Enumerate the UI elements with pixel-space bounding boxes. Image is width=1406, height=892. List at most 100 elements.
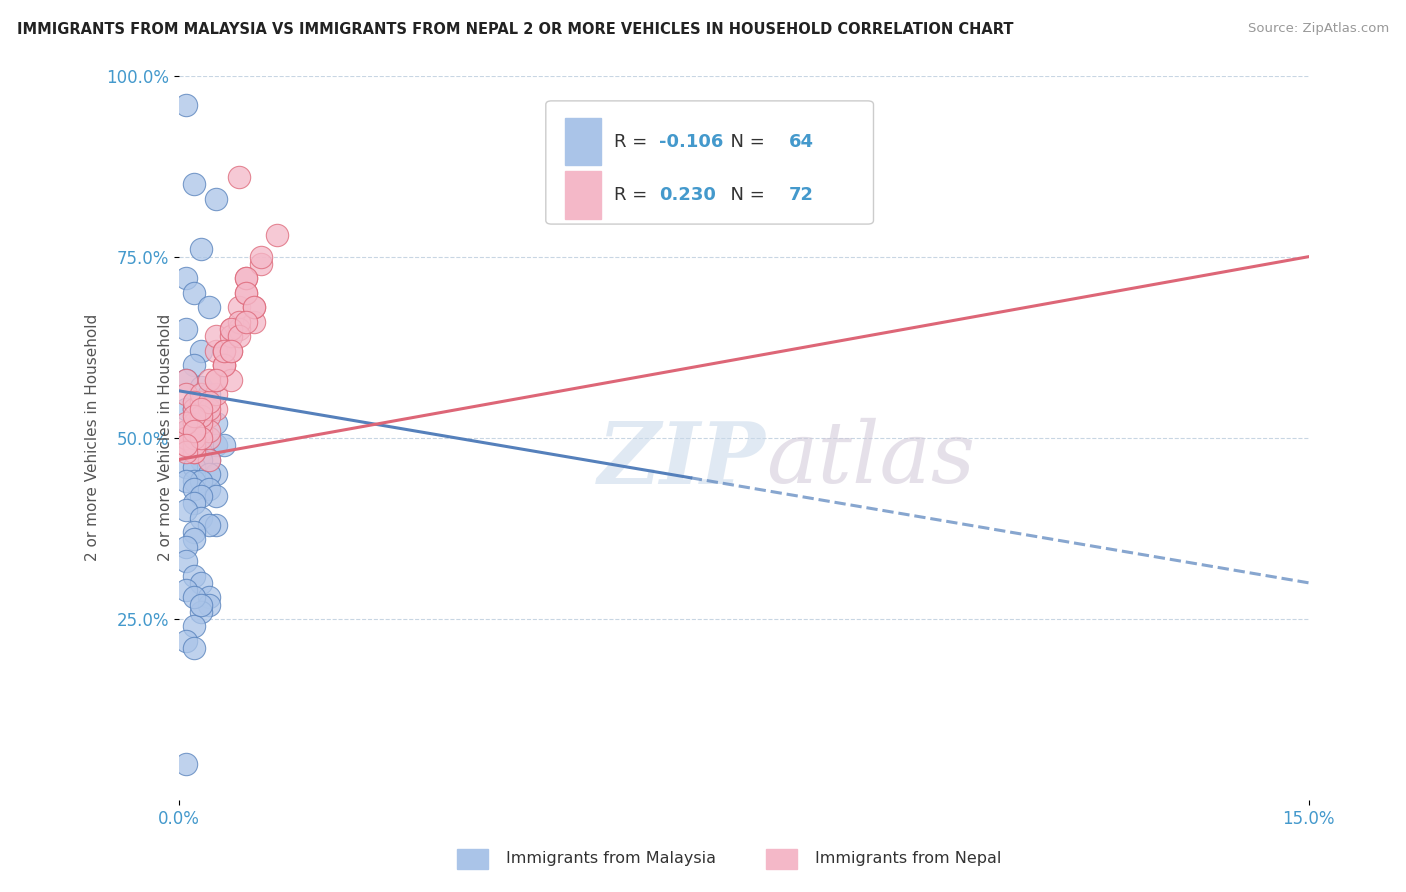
Point <box>183 482 205 496</box>
Point <box>228 301 250 315</box>
Point <box>205 401 228 416</box>
Point <box>190 243 212 257</box>
Point <box>183 401 205 416</box>
Point <box>205 373 228 387</box>
Point <box>212 343 235 358</box>
Point <box>183 459 205 474</box>
Point <box>183 424 205 438</box>
Point <box>183 496 205 510</box>
Point <box>183 533 205 547</box>
Point <box>174 756 197 771</box>
Bar <box>565 118 602 165</box>
Point <box>190 409 212 424</box>
Point <box>190 380 212 394</box>
Point <box>205 343 228 358</box>
Point <box>190 510 212 524</box>
Text: R =: R = <box>613 186 652 204</box>
Point <box>183 417 205 431</box>
Point <box>243 315 266 329</box>
Point <box>174 322 197 336</box>
Point <box>183 619 205 633</box>
Point <box>174 445 197 459</box>
Point <box>183 394 205 409</box>
Point <box>190 424 212 438</box>
Point <box>228 322 250 336</box>
Point <box>174 401 197 416</box>
Point <box>190 431 212 445</box>
Bar <box>565 171 602 219</box>
Point <box>205 387 228 401</box>
Point <box>183 445 205 459</box>
Point <box>190 417 212 431</box>
Point <box>197 394 219 409</box>
Point <box>183 424 205 438</box>
Y-axis label: 2 or more Vehicles in Household: 2 or more Vehicles in Household <box>157 314 173 561</box>
Text: Immigrants from Nepal: Immigrants from Nepal <box>815 851 1002 865</box>
Point <box>183 568 205 582</box>
Point <box>183 178 205 192</box>
Point <box>212 359 235 373</box>
Point <box>174 633 197 648</box>
Point <box>190 431 212 445</box>
Point <box>183 438 205 452</box>
Point <box>190 387 212 401</box>
Text: IMMIGRANTS FROM MALAYSIA VS IMMIGRANTS FROM NEPAL 2 OR MORE VEHICLES IN HOUSEHOL: IMMIGRANTS FROM MALAYSIA VS IMMIGRANTS F… <box>17 22 1014 37</box>
Point <box>212 438 235 452</box>
Point <box>190 452 212 467</box>
Point <box>235 271 257 285</box>
Point <box>250 257 273 271</box>
Point <box>190 409 212 424</box>
Point <box>183 394 205 409</box>
Point <box>235 315 257 329</box>
Point <box>221 343 243 358</box>
Point <box>174 387 197 401</box>
Point <box>205 517 228 532</box>
Text: N =: N = <box>718 186 770 204</box>
Text: -0.106: -0.106 <box>659 133 723 151</box>
Point <box>174 373 197 387</box>
Point <box>197 387 219 401</box>
Point <box>197 452 219 467</box>
Point <box>174 431 197 445</box>
Y-axis label: 2 or more Vehicles in Household: 2 or more Vehicles in Household <box>86 314 100 561</box>
Text: 64: 64 <box>789 133 814 151</box>
Point <box>212 359 235 373</box>
Text: R =: R = <box>613 133 652 151</box>
Point <box>228 169 250 184</box>
Point <box>183 438 205 452</box>
Point <box>174 97 197 112</box>
Point <box>190 417 212 431</box>
Point <box>197 431 219 445</box>
Text: atlas: atlas <box>766 418 976 501</box>
Point <box>183 359 205 373</box>
Point <box>174 540 197 554</box>
Point <box>183 640 205 655</box>
Point <box>183 285 205 300</box>
Point <box>183 445 205 459</box>
Point <box>174 459 197 474</box>
Point <box>183 409 205 424</box>
Point <box>174 424 197 438</box>
Point <box>183 417 205 431</box>
Point <box>174 554 197 568</box>
Point <box>183 401 205 416</box>
Point <box>174 424 197 438</box>
Point <box>250 250 273 264</box>
Text: 0.230: 0.230 <box>659 186 716 204</box>
Point <box>212 343 235 358</box>
Text: ZIP: ZIP <box>599 417 766 501</box>
Point <box>221 329 243 343</box>
Point <box>235 285 257 300</box>
Point <box>174 438 197 452</box>
Point <box>228 329 250 343</box>
Point <box>174 417 197 431</box>
Point <box>183 417 205 431</box>
Point <box>235 285 257 300</box>
Point <box>205 192 228 206</box>
Point <box>190 605 212 619</box>
Text: N =: N = <box>718 133 770 151</box>
Point <box>205 489 228 503</box>
Point <box>183 431 205 445</box>
Point <box>190 424 212 438</box>
Point <box>197 467 219 482</box>
